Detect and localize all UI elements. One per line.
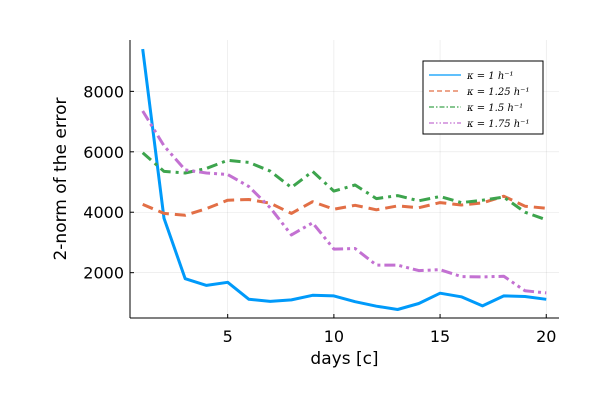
- legend-box: [422, 60, 544, 135]
- x-tick-label-2: 15: [430, 327, 450, 346]
- axes: [129, 40, 559, 319]
- series-line-0: [141, 48, 547, 311]
- legend-label-0: κ = 1 h⁻¹: [466, 71, 514, 82]
- legend-label-1: κ = 1.25 h⁻¹: [466, 87, 529, 98]
- series-line-2: [141, 151, 547, 222]
- y-tick-label-0: 2000: [83, 264, 124, 283]
- legend-label-3: κ = 1.75 h⁻¹: [466, 119, 529, 130]
- y-tick-label-2: 6000: [83, 143, 124, 162]
- series-line-3: [141, 110, 547, 295]
- legend: κ = 1 h⁻¹ κ = 1.25 h⁻¹ κ = 1.5 h⁻¹ κ = 1.75…: [422, 60, 544, 135]
- y-axis-label: 2-norm of the error: [51, 97, 71, 260]
- tick-labels: 5 10 15 20 2000 4000 6000 8000: [83, 82, 556, 346]
- series-line-1: [142, 194, 547, 217]
- x-axis-label: days [c]: [310, 349, 378, 369]
- y-tick-label-3: 8000: [83, 82, 124, 101]
- x-tick-label-3: 20: [536, 327, 556, 346]
- legend-label-2: κ = 1.5 h⁻¹: [466, 103, 523, 114]
- x-tick-label-1: 10: [324, 327, 344, 346]
- series-group: [141, 48, 547, 311]
- x-tick-label-0: 5: [223, 327, 233, 346]
- y-tick-label-1: 4000: [83, 203, 124, 222]
